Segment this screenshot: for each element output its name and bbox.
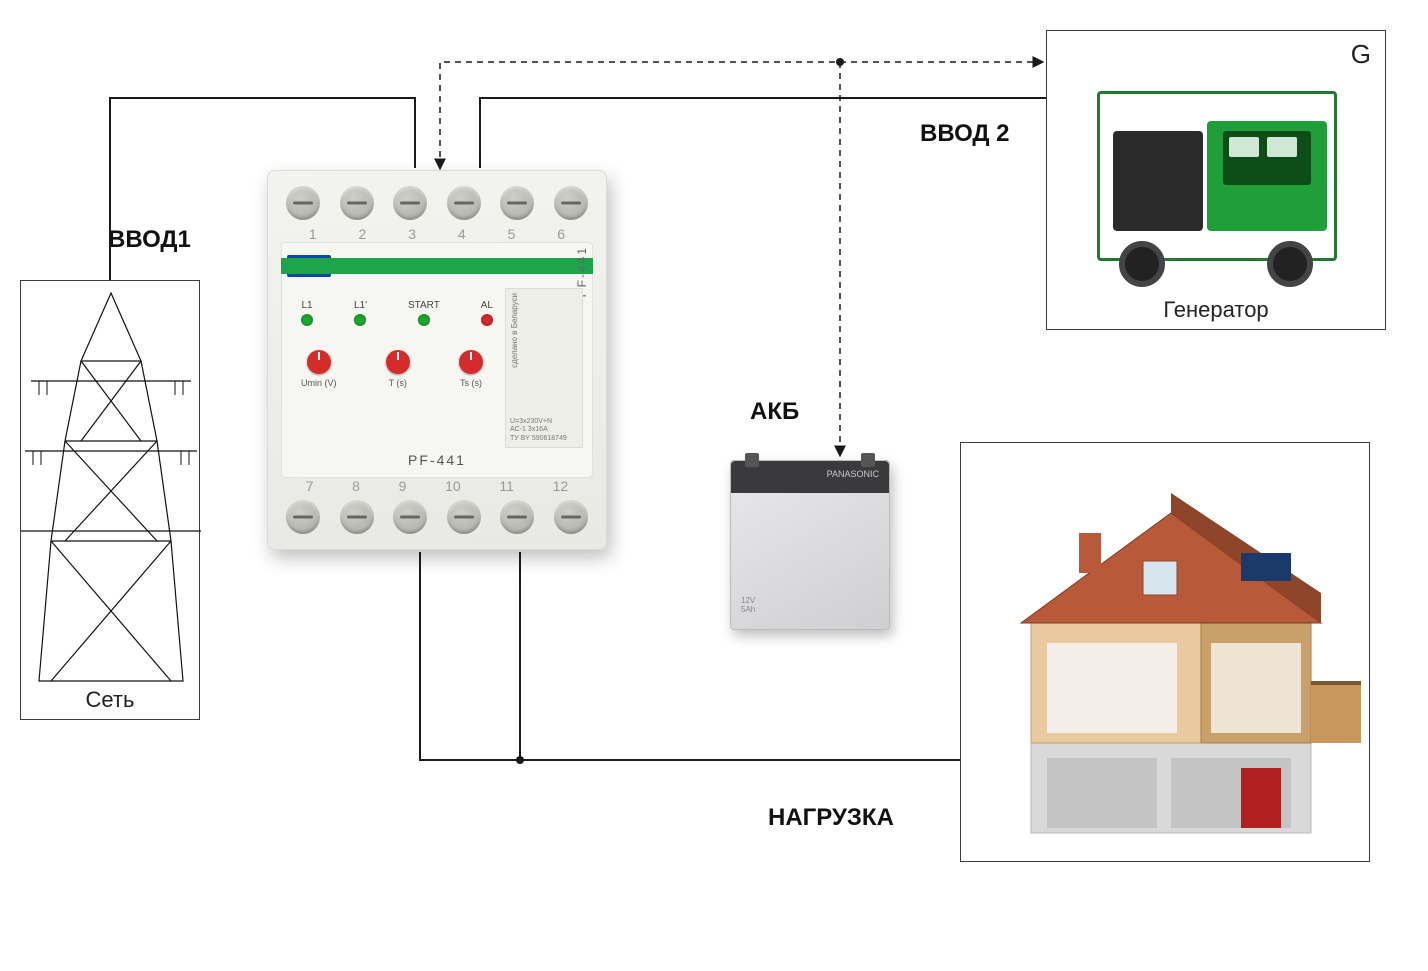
terminal-numbers-bottom: 7 8 9 10 11 12 [267, 478, 607, 494]
device-face: F&F PF-441 L1 L1' START AL Umin (V) T (s… [281, 242, 593, 478]
label-vvod1: ВВОД1 [108, 226, 191, 254]
label-vvod2: ВВОД 2 [920, 120, 1010, 148]
generator-outlet-icon [1267, 137, 1297, 157]
terminal-screw [500, 186, 534, 220]
grid-node-box: Сеть [20, 280, 200, 720]
knob-t [386, 350, 410, 374]
label-akb: АКБ [750, 398, 799, 426]
terminal-screw [286, 186, 320, 220]
terminal-screw [340, 500, 374, 534]
device-knob-row: Umin (V) T (s) Ts (s) [301, 350, 483, 388]
generator-wheel-icon [1267, 241, 1313, 287]
house-icon [961, 443, 1371, 863]
generator-node-box: G Генератор [1046, 30, 1386, 330]
terminal-screw [393, 500, 427, 534]
battery-icon: PANASONIC 12V5Ah [730, 460, 890, 630]
terminal-screw [554, 500, 588, 534]
led-start [418, 314, 430, 326]
grid-label: Сеть [21, 687, 199, 713]
generator-label: Генератор [1047, 297, 1385, 323]
generator-outlet-icon [1229, 137, 1259, 157]
ats-device: 1 2 3 4 5 6 F&F PF-441 L1 L1' START AL U… [267, 170, 607, 550]
power-tower-icon [21, 281, 201, 721]
battery-brand: PANASONIC [827, 469, 879, 479]
terminal-screw [447, 500, 481, 534]
terminal-screw [340, 186, 374, 220]
label-nagruzka: НАГРУЗКА [768, 804, 894, 832]
battery-terminal-pos [861, 453, 875, 467]
device-sideplate: сделано в Беларуси U=3x230V+NAC-1 3x16AТ… [505, 288, 583, 448]
terminal-screw [500, 500, 534, 534]
battery-terminal-neg [745, 453, 759, 467]
terminal-numbers-top: 1 2 3 4 5 6 [267, 226, 607, 242]
device-model-label: PF-441 [281, 452, 593, 468]
terminal-screw [554, 186, 588, 220]
generator-wheel-icon [1119, 241, 1165, 287]
device-green-stripe [281, 258, 593, 274]
terminal-screw [286, 500, 320, 534]
led-l1p [354, 314, 366, 326]
battery-spec: 12V5Ah [741, 596, 755, 615]
knob-ts [459, 350, 483, 374]
knob-umin [307, 350, 331, 374]
device-led-row: L1 L1' START AL [301, 300, 493, 326]
generator-corner-letter: G [1351, 39, 1371, 70]
terminal-screw [393, 186, 427, 220]
led-al [481, 314, 493, 326]
generator-engine-icon [1113, 131, 1203, 231]
load-node-box [960, 442, 1370, 862]
led-l1 [301, 314, 313, 326]
terminal-screw [447, 186, 481, 220]
